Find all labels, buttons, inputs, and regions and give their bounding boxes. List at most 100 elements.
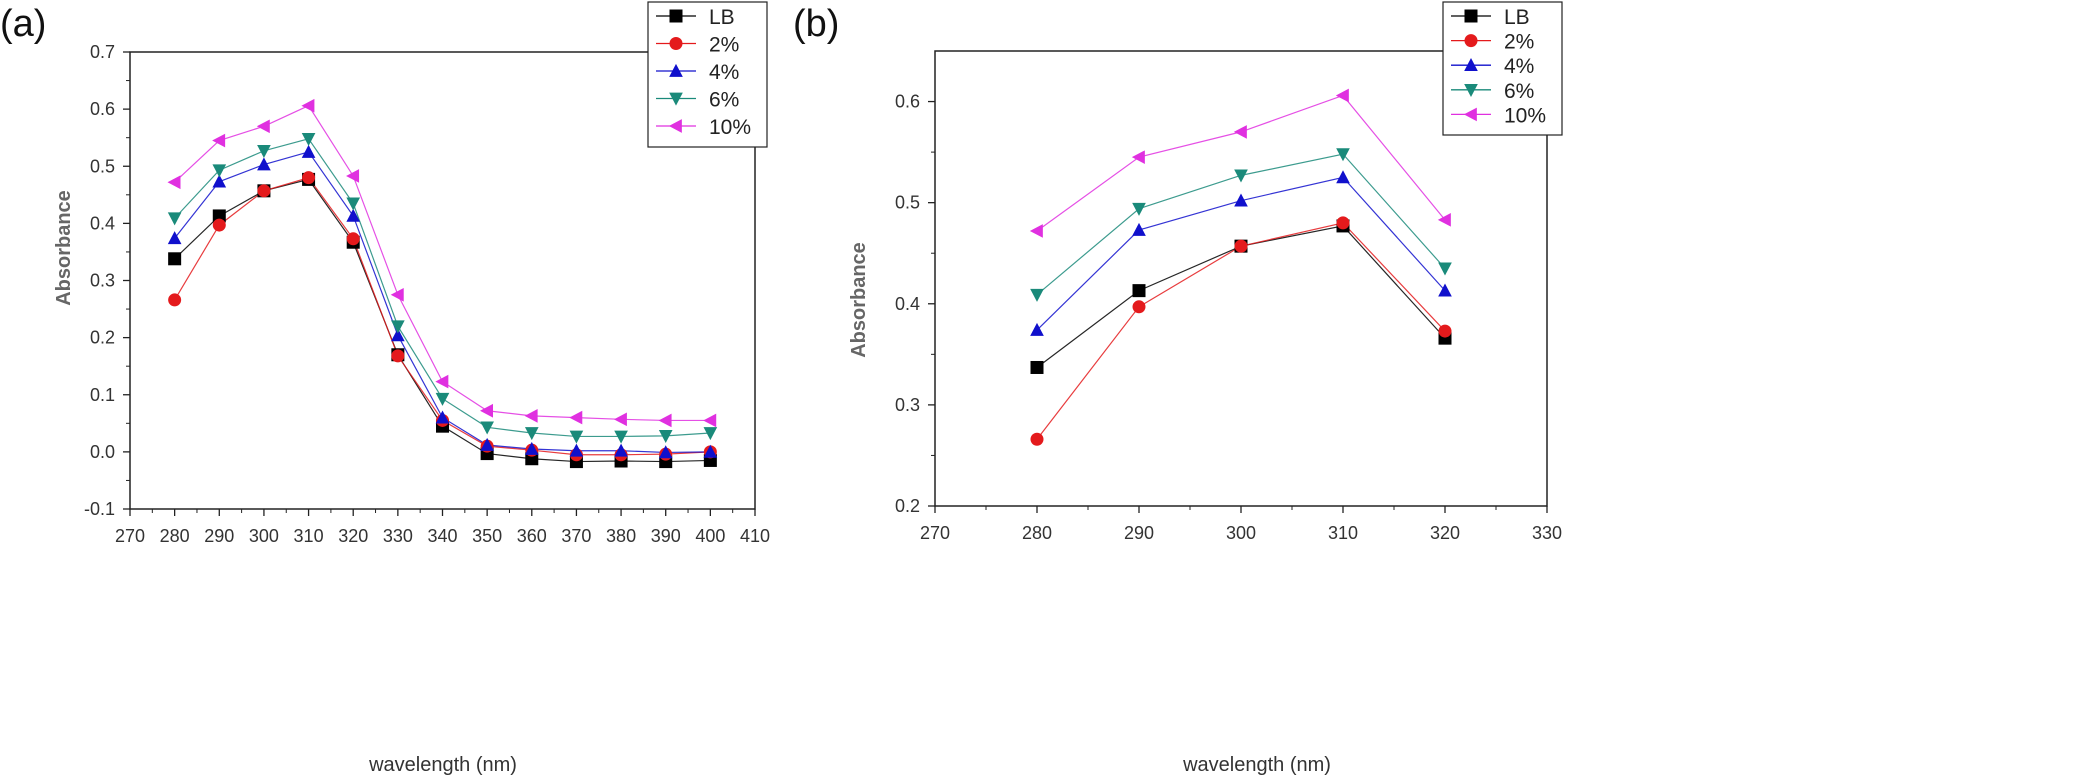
data-point-lb-a [168, 252, 182, 266]
legend-marker-10pct-a [668, 119, 682, 133]
data-point-2pct-b [1132, 300, 1146, 314]
data-point-6pct-a [212, 164, 227, 178]
data-point-6pct-b [1030, 288, 1044, 302]
data-point-2pct-a [391, 349, 405, 363]
legend-label-2pct-b: 2% [1504, 31, 1534, 54]
chart-panel-b: (b) wavelength (nm) Absorbance 270 280 290… [793, 1, 1563, 776]
legend-label-4pct-b: 4% [1504, 55, 1534, 78]
data-point-4pct-b [1336, 170, 1350, 184]
x-tick-label-b: 300 [1226, 523, 1256, 543]
legend-marker-4pct-b [1464, 58, 1478, 72]
data-point-2pct-a [302, 171, 316, 185]
chart-panel-a: (a) wavelength (nm) Absorbance 270 280 290… [0, 1, 770, 776]
x-tick-label-a: 350 [472, 526, 502, 546]
series-line-10pct-b [1036, 94, 1446, 232]
data-point-10pct-b [1233, 125, 1247, 139]
data-point-2pct-a [346, 232, 360, 246]
data-point-10pct-a [435, 374, 449, 389]
x-tick-label-b: 320 [1430, 523, 1460, 543]
data-point-6pct-a [480, 421, 494, 435]
legend-marker-2pct-b [1464, 34, 1478, 48]
data-point-10pct-a [301, 98, 315, 113]
data-point-4pct-a [658, 445, 673, 459]
data-point-4pct-a [703, 444, 718, 458]
x-tick-label-b: 290 [1124, 523, 1154, 543]
data-point-10pct-a [524, 409, 538, 423]
data-point-lb-b [1030, 360, 1044, 374]
y-tick-label-a: -0.1 [84, 499, 115, 519]
data-point-2pct-a [212, 218, 226, 232]
data-point-4pct-a [569, 443, 584, 457]
data-point-4pct-a [480, 437, 494, 451]
data-point-2pct-a [257, 184, 271, 198]
data-point-10pct-a [613, 412, 627, 427]
x-tick-label-a: 330 [383, 526, 413, 546]
y-tick-label-a: 0.1 [90, 385, 115, 405]
data-point-4pct-a [435, 410, 450, 424]
legend-marker-2pct-a [669, 37, 683, 50]
series-line-2pct-b [1036, 222, 1446, 440]
data-point-10pct-a [256, 119, 270, 134]
data-point-10pct-b [1437, 213, 1451, 227]
legend-marker-lb-a [669, 9, 683, 23]
data-point-6pct-a [301, 132, 316, 146]
x-tick-label-a: 370 [561, 526, 591, 546]
y-tick-label-b: 0.2 [895, 496, 920, 516]
data-point-6pct-a [346, 197, 361, 211]
data-point-6pct-a [703, 427, 718, 441]
x-tick-label-a: 340 [427, 526, 457, 546]
x-axis-title-b: wavelength (nm) [1182, 754, 1331, 776]
data-point-2pct-b [1336, 216, 1350, 230]
legend-marker-4pct-a [669, 63, 683, 77]
data-point-6pct-a [435, 392, 450, 406]
legend-label-10pct-b: 10% [1504, 104, 1546, 127]
x-tick-label-a: 290 [204, 526, 234, 546]
data-point-4pct-b [1438, 283, 1452, 297]
legend-marker-10pct-b [1463, 107, 1477, 122]
legend-box-a [647, 1, 768, 148]
data-point-10pct-a [703, 413, 717, 428]
data-point-4pct-a [346, 208, 361, 222]
data-point-10pct-a [212, 133, 226, 148]
data-point-4pct-a [301, 144, 316, 158]
x-axis-title-a: wavelength (nm) [368, 754, 517, 776]
x-tick-label-a: 320 [338, 526, 368, 546]
x-tick-label-b: 280 [1022, 523, 1052, 543]
legend-box-b [1442, 1, 1563, 136]
data-point-10pct-a [346, 169, 360, 183]
y-tick-label-b: 0.3 [895, 395, 920, 415]
legend-marker-6pct-b [1464, 83, 1478, 97]
x-tick-label-a: 380 [606, 526, 636, 546]
x-tick-label-b: 270 [920, 523, 950, 543]
data-point-6pct-a [658, 430, 673, 444]
data-point-lb-a [212, 209, 226, 223]
data-point-10pct-b [1029, 224, 1043, 238]
x-tick-label-a: 360 [517, 526, 547, 546]
y-tick-label-b: 0.5 [895, 193, 920, 213]
data-point-2pct-b [1438, 324, 1452, 338]
data-point-4pct-a [167, 231, 182, 245]
data-point-4pct-a [391, 328, 405, 342]
x-tick-label-a: 270 [115, 526, 145, 546]
legend-label-2pct-a: 2% [709, 34, 739, 57]
data-point-10pct-a [569, 410, 583, 425]
y-tick-label-a: 0.6 [90, 99, 115, 119]
data-point-4pct-a [257, 157, 271, 171]
legend-marker-6pct-a [669, 92, 683, 106]
data-point-6pct-b [1234, 169, 1248, 183]
y-tick-label-a: 0.3 [90, 271, 115, 291]
x-tick-label-a: 310 [294, 526, 324, 546]
panel-label-a: (a) [0, 3, 46, 45]
series-line-6pct-a [174, 138, 711, 438]
x-tick-label-a: 390 [651, 526, 681, 546]
legend-label-4pct-a: 4% [709, 61, 739, 84]
data-point-4pct-a [524, 441, 539, 455]
y-tick-label-a: 0.2 [90, 328, 115, 348]
y-tick-label-a: 0.7 [90, 42, 115, 62]
panel-label-b: (b) [793, 3, 839, 45]
data-point-10pct-a [167, 175, 181, 190]
y-tick-label-b: 0.4 [895, 294, 920, 314]
data-point-6pct-a [524, 427, 539, 441]
data-point-6pct-a [257, 144, 271, 158]
data-point-4pct-b [1234, 193, 1248, 207]
